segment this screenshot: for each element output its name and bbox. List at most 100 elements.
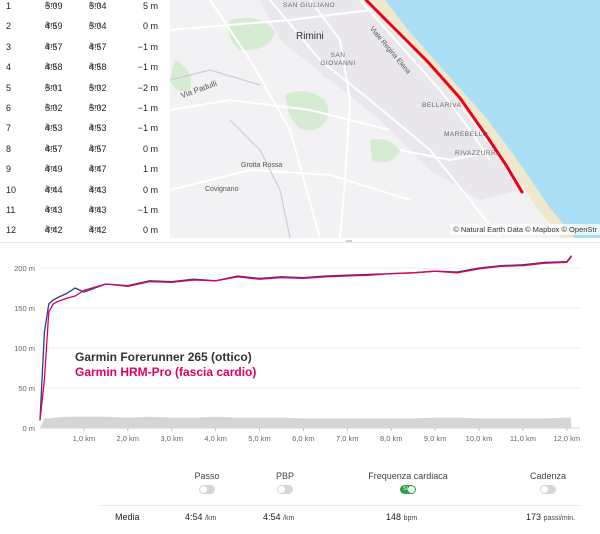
park-area bbox=[285, 91, 329, 131]
average-number: 4:54 bbox=[185, 512, 203, 522]
x-tick-label: 10,0 km bbox=[466, 434, 493, 443]
split-gap-unit: /km bbox=[89, 124, 101, 132]
split-gap-unit: /km bbox=[89, 63, 101, 71]
forerunner-point bbox=[48, 303, 50, 305]
split-number: 11 bbox=[6, 205, 16, 215]
map-label-san-giovanni: SAN GIOVANNI bbox=[320, 52, 356, 67]
split-elevation: −1 m bbox=[137, 103, 158, 113]
hrm-pro-point bbox=[65, 297, 67, 299]
park-area bbox=[170, 60, 191, 92]
stat-toggle-switch[interactable] bbox=[199, 485, 215, 494]
split-pace-value: 4:49 bbox=[45, 164, 63, 175]
split-pace-value: 4:57 bbox=[45, 41, 63, 52]
split-row: 12 4:42 /km 4:42 /km 0 m bbox=[0, 220, 170, 241]
x-tick-label: 12,0 km bbox=[553, 434, 580, 443]
stat-average-value: 4:54 /km bbox=[185, 512, 216, 522]
x-tick-label: 1,0 km bbox=[73, 434, 96, 443]
hrm-pro-point bbox=[74, 295, 76, 297]
forerunner-point bbox=[65, 293, 67, 295]
stat-toggle-label: PBP bbox=[275, 471, 294, 481]
hrm-pro-point bbox=[456, 272, 458, 274]
split-gap-value: 5:02 bbox=[89, 82, 107, 93]
average-unit: /km bbox=[205, 515, 217, 522]
split-row: 8 4:57 /km 4:57 /km 0 m bbox=[0, 139, 170, 160]
stat-toggle-switch[interactable]: Sì bbox=[400, 485, 416, 494]
split-gap-unit: /km bbox=[89, 165, 101, 173]
hrm-pro-point bbox=[280, 277, 283, 279]
y-tick-label: 200 m bbox=[14, 264, 35, 273]
resize-handle[interactable] bbox=[346, 240, 352, 243]
y-tick-label: 0 m bbox=[22, 424, 35, 433]
hrm-pro-point bbox=[52, 303, 54, 305]
split-gap-value: 5:04 bbox=[89, 21, 107, 32]
stat-average-value: 148 bpm bbox=[386, 512, 417, 522]
map-attribution[interactable]: © Natural Earth Data © Mapbox © OpenStr bbox=[450, 224, 600, 235]
split-row: 9 4:49 /km 4:47 /km 1 m bbox=[0, 159, 170, 180]
split-number: 2 bbox=[6, 21, 12, 32]
hrm-pro-point bbox=[544, 262, 546, 264]
hrm-pro-point bbox=[522, 265, 524, 267]
hrm-pro-point bbox=[434, 270, 436, 272]
map-label-rimini: Rimini bbox=[296, 31, 324, 42]
section-divider bbox=[0, 242, 600, 243]
chart-canvas[interactable]: 200 m 150 m 100 m 50 m 0 m 1,0 km 2,0 km 3,0 km… bbox=[0, 248, 600, 448]
split-elevation: 0 m bbox=[142, 225, 158, 236]
hrm-pro-point bbox=[412, 272, 414, 274]
average-number: 173 bbox=[526, 512, 542, 522]
map-canvas[interactable] bbox=[170, 0, 600, 238]
split-gap-unit: /km bbox=[89, 104, 101, 111]
x-tick-label: 9,0 km bbox=[424, 434, 447, 443]
split-gap-value: 5:04 bbox=[89, 1, 107, 11]
split-number: 10 bbox=[6, 184, 17, 195]
forerunner-point bbox=[56, 297, 59, 299]
split-gap-unit: /km bbox=[89, 206, 101, 213]
y-tick-label: 50 m bbox=[18, 384, 35, 393]
split-gap-unit: /km bbox=[89, 83, 101, 91]
stat-toggle-switch[interactable] bbox=[277, 485, 293, 494]
split-pace-unit: /km bbox=[45, 22, 57, 30]
average-unit: /km bbox=[283, 515, 295, 522]
split-gap-value: 4:57 bbox=[89, 41, 107, 52]
stats-divider bbox=[100, 505, 580, 506]
stat-toggle-switch[interactable] bbox=[540, 485, 556, 494]
split-pace-unit: /km bbox=[45, 124, 57, 132]
stat-average-value: 173 passi/min. bbox=[526, 512, 575, 522]
stat-toggle-column: Frequenza cardiaca Sì bbox=[353, 471, 463, 494]
split-number: 5 bbox=[6, 82, 12, 93]
route-map[interactable]: SAN GIULIANO Rimini SAN GIOVANNI Via Pad… bbox=[170, 0, 600, 238]
split-number: 7 bbox=[6, 123, 12, 134]
series-line-forerunner bbox=[39, 255, 572, 421]
split-pace-value: 4:44 bbox=[45, 184, 63, 195]
split-pace-unit: /km bbox=[45, 165, 57, 173]
hrm-pro-point bbox=[478, 268, 480, 270]
split-gap-value: 4:57 bbox=[89, 143, 107, 154]
legend-hrm-pro: Garmin HRM-Pro (fascia cardio) bbox=[75, 365, 257, 379]
toggle-state-text: Sì bbox=[403, 486, 409, 492]
split-gap-unit: /km bbox=[89, 42, 101, 50]
x-tick-label: 4,0 km bbox=[204, 434, 227, 443]
split-elevation: −2 m bbox=[137, 82, 158, 93]
toggle-knob bbox=[200, 486, 207, 493]
split-pace-value: 4:42 bbox=[45, 225, 63, 236]
split-gap-unit: /km bbox=[89, 2, 101, 9]
split-number: 6 bbox=[6, 103, 12, 113]
split-row: 1 5:09 /km 5:04 /km 5 m bbox=[0, 0, 170, 17]
map-label-rivazzurra: RIVAZZURRA bbox=[455, 150, 502, 157]
stat-toggle-column: Cadenza bbox=[493, 471, 600, 494]
hrm-pro-point bbox=[43, 379, 45, 381]
split-elevation: 0 m bbox=[142, 184, 158, 195]
split-gap-value: 5:02 bbox=[89, 103, 107, 113]
split-row: 5 5:01 /km 5:02 /km −2 m bbox=[0, 78, 170, 99]
split-row: 6 5:02 /km 5:02 /km −1 m bbox=[0, 98, 170, 119]
x-tick-label: 5,0 km bbox=[248, 434, 271, 443]
elevation-heart-chart[interactable]: 200 m 150 m 100 m 50 m 0 m 1,0 km 2,0 km 3,0 km… bbox=[0, 248, 600, 448]
x-tick-label: 6,0 km bbox=[292, 434, 315, 443]
stat-toggle-label: Frequenza cardiaca bbox=[368, 471, 448, 481]
park-area bbox=[228, 17, 275, 51]
split-pace-value: 5:09 bbox=[45, 1, 63, 11]
hrm-pro-point bbox=[368, 274, 370, 276]
hrm-pro-point bbox=[149, 281, 151, 283]
hrm-pro-point bbox=[236, 276, 239, 278]
legend-forerunner: Garmin Forerunner 265 (ottico) bbox=[75, 350, 252, 364]
stat-toggle-column: PBP bbox=[230, 471, 340, 494]
